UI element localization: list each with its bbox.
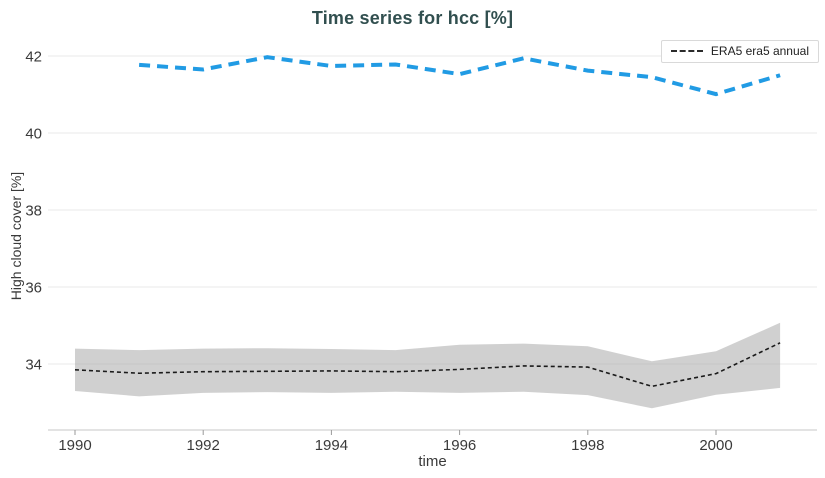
y-tick-label: 36 [25,280,42,297]
y-axis-title: High cloud cover [%] [8,171,24,301]
x-tick-label: 1998 [571,437,604,454]
era5-annual-line [74,342,781,388]
chart-title: Time series for hcc [%] [311,8,514,28]
x-axis-title: time [418,453,447,470]
y-tick-label: 38 [25,203,42,220]
y-tick-label: 34 [25,357,42,374]
x-tick-label: 2000 [699,437,732,454]
x-tick-label: 1990 [58,437,91,454]
x-tick-label: 1994 [315,437,348,454]
x-tick-label: 1996 [443,437,476,454]
legend-label: ERA5 era5 annual [710,44,809,58]
y-tick-label: 42 [25,49,42,66]
x-tick-label: 1992 [187,437,220,454]
blue-dashed-line [138,55,781,97]
y-tick-label: 40 [25,126,42,143]
confidence-band [75,322,781,409]
legend: ERA5 era5 annual [660,40,819,63]
legend-item-era5-annual[interactable]: ERA5 era5 annual [660,40,819,63]
dashed-line-sample [670,50,703,52]
